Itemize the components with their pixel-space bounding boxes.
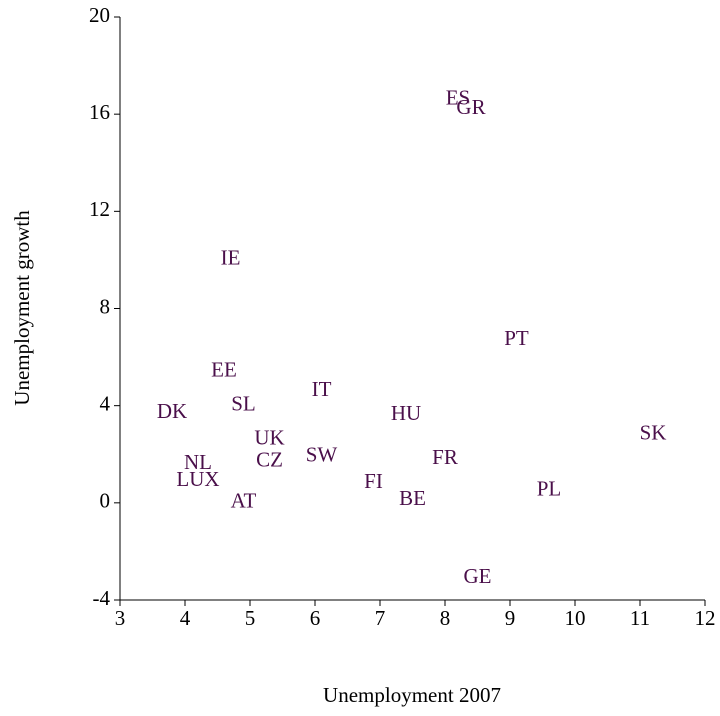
y-tick-label: 4	[100, 391, 111, 415]
point-label: GE	[464, 564, 492, 588]
point-label: CZ	[256, 447, 283, 471]
point-label: EE	[211, 357, 237, 381]
point-label: IT	[312, 377, 332, 401]
x-tick-label: 12	[695, 606, 716, 630]
point-label: LUX	[176, 467, 219, 491]
y-tick-label: 12	[89, 197, 110, 221]
point-label: BE	[399, 486, 426, 510]
point-label: ES	[446, 85, 471, 109]
point-label: NL	[184, 450, 212, 474]
point-label: GR	[456, 95, 485, 119]
point-label: PT	[504, 326, 529, 350]
y-tick-label: 0	[100, 489, 111, 513]
y-tick-label: 20	[89, 3, 110, 27]
x-tick-label: 10	[565, 606, 586, 630]
x-tick-label: 4	[180, 606, 191, 630]
x-tick-label: 6	[310, 606, 321, 630]
x-tick-label: 11	[630, 606, 650, 630]
point-label: FI	[364, 469, 383, 493]
point-label: IE	[221, 246, 241, 270]
x-tick-label: 9	[505, 606, 516, 630]
y-tick-label: 16	[89, 100, 110, 124]
x-tick-label: 7	[375, 606, 386, 630]
point-label: FR	[432, 445, 458, 469]
y-axis-label: Unemployment growth	[10, 210, 34, 406]
point-label: UK	[254, 425, 284, 449]
point-label: HU	[391, 401, 421, 425]
x-tick-label: 5	[245, 606, 256, 630]
point-label: SL	[231, 391, 256, 415]
y-tick-label: 8	[100, 294, 111, 318]
point-label: SW	[306, 442, 338, 466]
x-tick-label: 8	[440, 606, 451, 630]
point-label: AT	[231, 489, 257, 513]
point-label: PL	[537, 477, 562, 501]
y-tick-label: -4	[93, 586, 111, 610]
x-tick-label: 3	[115, 606, 126, 630]
point-label: DK	[157, 399, 187, 423]
point-label: SK	[640, 421, 667, 445]
x-axis-label: Unemployment 2007	[323, 683, 501, 707]
